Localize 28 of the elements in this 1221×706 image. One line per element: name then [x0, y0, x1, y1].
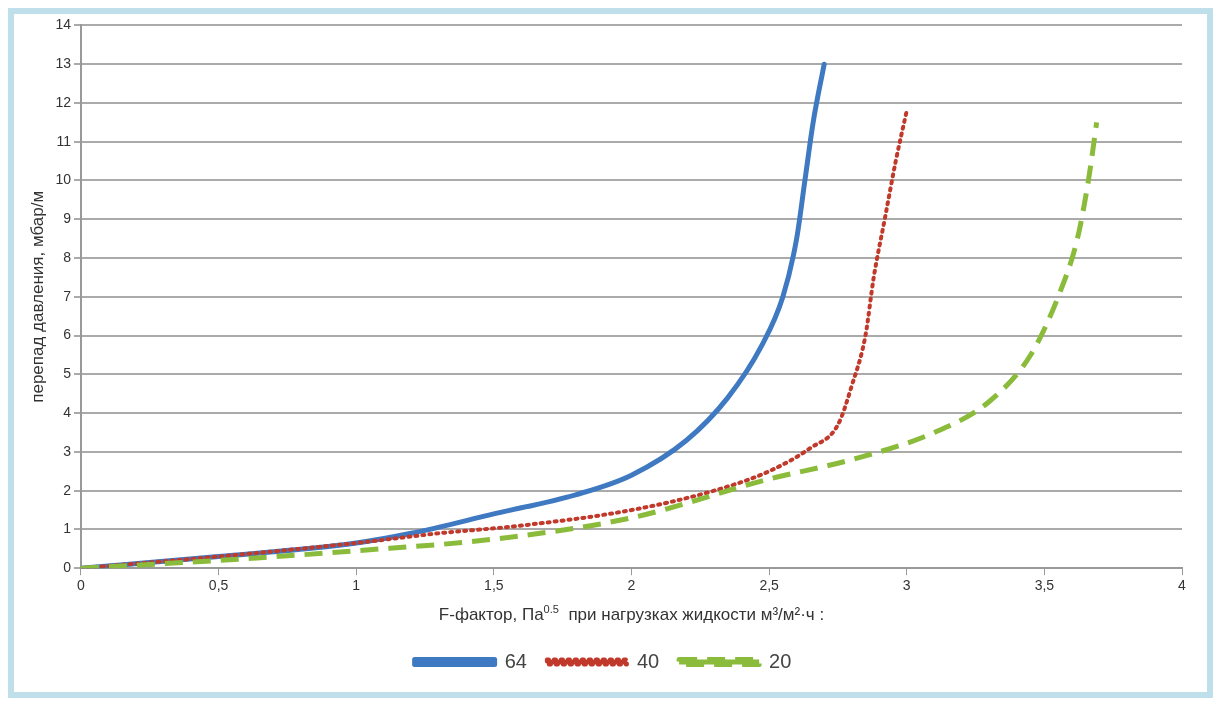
y-tick-label: 14 [55, 16, 72, 33]
x-tick-label: 4 [1178, 577, 1187, 594]
x-tick-label: 2 [627, 577, 636, 594]
y-tick-label: 13 [55, 55, 72, 72]
y-tick-label: 0 [63, 559, 72, 576]
legend-label: 64 [504, 649, 527, 672]
x-tick-label: 1 [352, 577, 361, 594]
x-tick-label: 0 [77, 577, 86, 594]
x-tick-label: 3 [902, 577, 911, 594]
x-tick-label: 1,5 [484, 577, 504, 594]
y-tick-label: 1 [63, 520, 72, 537]
y-tick-label: 4 [63, 403, 72, 420]
y-tick-label: 6 [63, 326, 72, 343]
y-tick-label: 3 [63, 442, 72, 459]
y-tick-label: 8 [63, 248, 72, 265]
y-tick-label: 9 [63, 210, 72, 227]
y-tick-label: 2 [63, 481, 72, 498]
x-tick-label: 0,5 [208, 577, 229, 594]
y-tick-label: 7 [63, 287, 72, 304]
legend-label: 20 [769, 649, 792, 672]
y-tick-label: 5 [63, 365, 72, 382]
x-tick-label: 3,5 [1034, 577, 1055, 594]
y-tick-label: 12 [55, 93, 72, 110]
y-tick-label: 10 [55, 171, 72, 188]
legend-label: 40 [636, 649, 660, 672]
y-axis-title: перепад давления, мбар/м [27, 190, 47, 403]
x-tick-label: 2,5 [759, 577, 780, 594]
y-tick-label: 11 [56, 132, 72, 149]
